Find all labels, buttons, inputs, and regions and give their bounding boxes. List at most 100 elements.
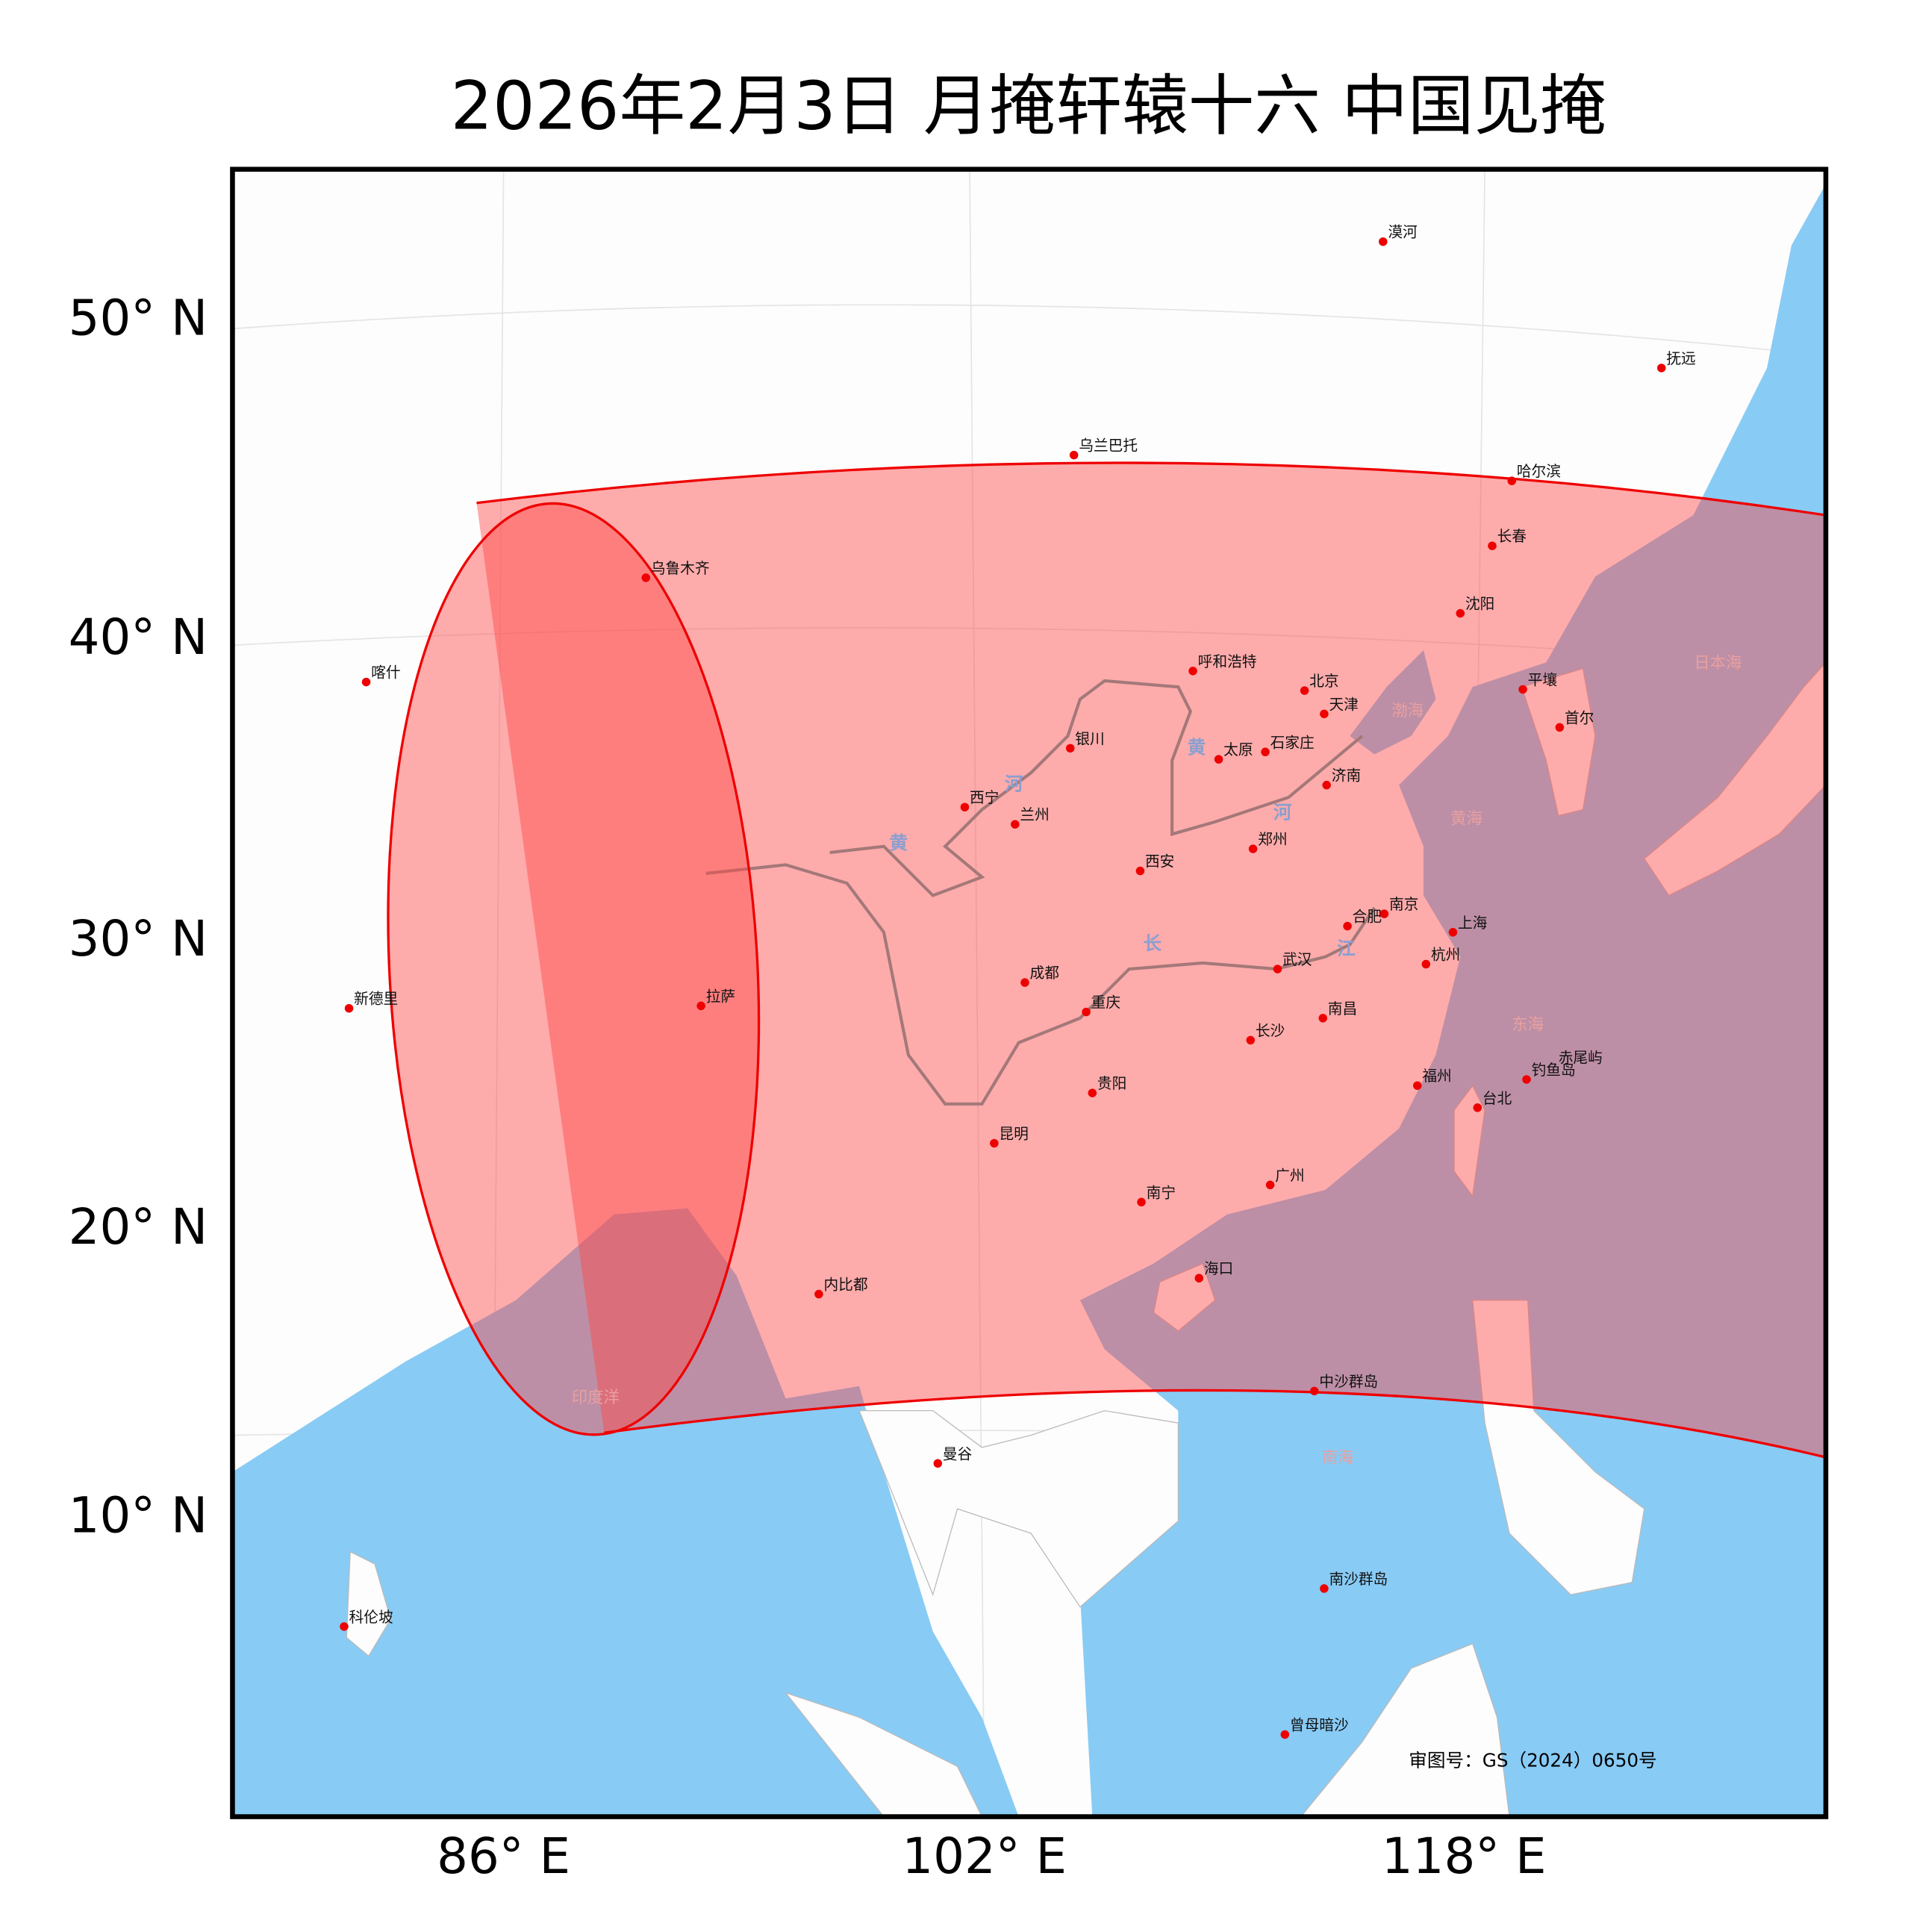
city-label: 西安 — [1145, 853, 1174, 870]
city-label: 台北 — [1482, 1090, 1512, 1107]
city-dot — [1555, 723, 1565, 732]
city-dot — [696, 1001, 705, 1011]
city-label: 拉萨 — [706, 988, 735, 1005]
city-label: 长沙 — [1256, 1022, 1285, 1039]
zone-fill — [476, 463, 1826, 1458]
city-label: 太原 — [1223, 741, 1253, 758]
parallel — [232, 304, 1827, 357]
city-label: 抚远 — [1666, 350, 1695, 367]
city-label: 南昌 — [1328, 1000, 1357, 1018]
city-label: 杭州 — [1431, 947, 1460, 964]
city-label: 武汉 — [1282, 951, 1312, 968]
sea-label: 印度洋 — [572, 1389, 620, 1407]
city-label: 上海 — [1458, 914, 1487, 932]
city-label: 贵阳 — [1097, 1075, 1126, 1092]
sea-label: 东海 — [1512, 1016, 1544, 1035]
map-frame — [230, 166, 1829, 1819]
bohai — [1350, 649, 1436, 755]
city-dot — [1246, 1035, 1256, 1045]
river-label: 长 — [1144, 932, 1162, 954]
longitude-label: 86° E — [437, 1828, 570, 1885]
city-dot — [1522, 1075, 1531, 1084]
latitude-label: 50° N — [69, 290, 208, 347]
city-dot — [1248, 844, 1258, 853]
city-label: 曾母暗沙 — [1290, 1716, 1349, 1733]
city-dot — [1088, 1088, 1097, 1097]
river-label: 江 — [1337, 938, 1356, 959]
city-label: 乌兰巴托 — [1079, 437, 1138, 455]
city-dot — [1320, 1584, 1329, 1593]
city-label: 北京 — [1309, 673, 1338, 690]
city-label: 长春 — [1497, 528, 1527, 545]
city-label: 哈尔滨 — [1517, 463, 1561, 480]
sumatra — [784, 1692, 983, 1818]
city-label: 曼谷 — [943, 1445, 973, 1462]
philippines — [1471, 1300, 1645, 1595]
latitude-label: 10° N — [69, 1487, 208, 1544]
city-label: 喀什 — [371, 664, 400, 682]
city-label: 呼和浩特 — [1198, 653, 1257, 670]
city-dot — [1214, 755, 1223, 764]
city-dot — [1082, 1007, 1091, 1017]
city-label: 西宁 — [970, 789, 999, 806]
city-dot — [1069, 450, 1079, 460]
sea-label: 渤海 — [1391, 702, 1424, 720]
city-label: 成都 — [1030, 965, 1059, 982]
longitude-label: 118° E — [1382, 1828, 1547, 1885]
city-dot — [1135, 866, 1145, 876]
city-dot — [990, 1138, 999, 1148]
city-label: 南宁 — [1147, 1184, 1176, 1201]
city-dot — [1657, 364, 1666, 373]
city-dot — [1261, 747, 1270, 757]
city-label: 漠河 — [1388, 224, 1417, 241]
city-label: 新德里 — [354, 991, 398, 1008]
city-label: 沈阳 — [1465, 596, 1494, 613]
city-dot — [1379, 909, 1389, 918]
city-dot — [1448, 928, 1458, 937]
city-dot — [1507, 476, 1517, 485]
city-dot — [641, 573, 650, 582]
city-label: 石家庄 — [1270, 734, 1315, 751]
city-dot — [1194, 1274, 1204, 1283]
city-dot — [340, 1622, 349, 1631]
latitude-label: 20° N — [69, 1199, 208, 1256]
meridian — [969, 169, 985, 1817]
city-dot — [1318, 1014, 1327, 1023]
city-label: 海口 — [1204, 1260, 1233, 1277]
city-dot — [1188, 667, 1197, 676]
city-label: 郑州 — [1258, 831, 1287, 848]
city-dot — [1413, 1081, 1422, 1090]
korea — [1521, 667, 1596, 817]
city-dot — [1421, 959, 1431, 969]
city-dot — [1343, 921, 1352, 931]
map-title: 2026年2月3日 月掩轩辕十六 中国见掩 — [451, 67, 1606, 144]
city-dot — [1456, 608, 1465, 618]
zone-ellipse — [387, 502, 761, 1436]
city-label: 合肥 — [1353, 909, 1382, 926]
city-dot — [1322, 780, 1331, 790]
city-label: 内比都 — [823, 1277, 867, 1294]
city-label: 钓鱼岛 — [1532, 1062, 1576, 1079]
city-label: 平壤 — [1528, 671, 1558, 688]
city-dot — [1265, 1180, 1275, 1190]
latitude-label: 40° N — [69, 609, 208, 666]
approval-number: 审图号：GS（2024）0650号 — [1409, 1750, 1656, 1771]
city-label: 兰州 — [1020, 806, 1049, 823]
river-label: 河 — [1005, 773, 1023, 795]
city-dot — [960, 803, 970, 811]
city-label: 重庆 — [1091, 994, 1120, 1012]
city-label: 银川 — [1075, 730, 1104, 747]
city-dot — [1379, 237, 1388, 246]
river-label: 河 — [1273, 801, 1292, 823]
city-label: 济南 — [1332, 767, 1361, 785]
longitude-label: 102° E — [902, 1828, 1067, 1885]
city-label: 南沙群岛 — [1329, 1571, 1388, 1588]
occultation-zone — [387, 461, 1827, 1459]
taiwan — [1453, 1084, 1485, 1197]
city-label: 乌鲁木齐 — [651, 560, 710, 577]
city-dot — [1273, 965, 1282, 973]
sri-lanka — [346, 1551, 392, 1657]
city-dot — [1280, 1730, 1290, 1739]
